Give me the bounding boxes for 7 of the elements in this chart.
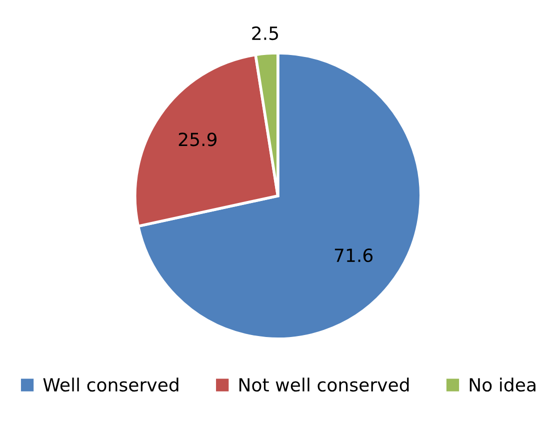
data-label: 25.9 xyxy=(178,132,216,146)
legend-label: No idea xyxy=(470,378,536,392)
data-label: 2.5 xyxy=(252,26,278,40)
legend-label: Well conserved xyxy=(43,378,178,392)
pie-slice xyxy=(136,52,422,340)
legend-label: Not well conserved xyxy=(239,378,409,392)
data-label: 71.6 xyxy=(334,248,373,262)
